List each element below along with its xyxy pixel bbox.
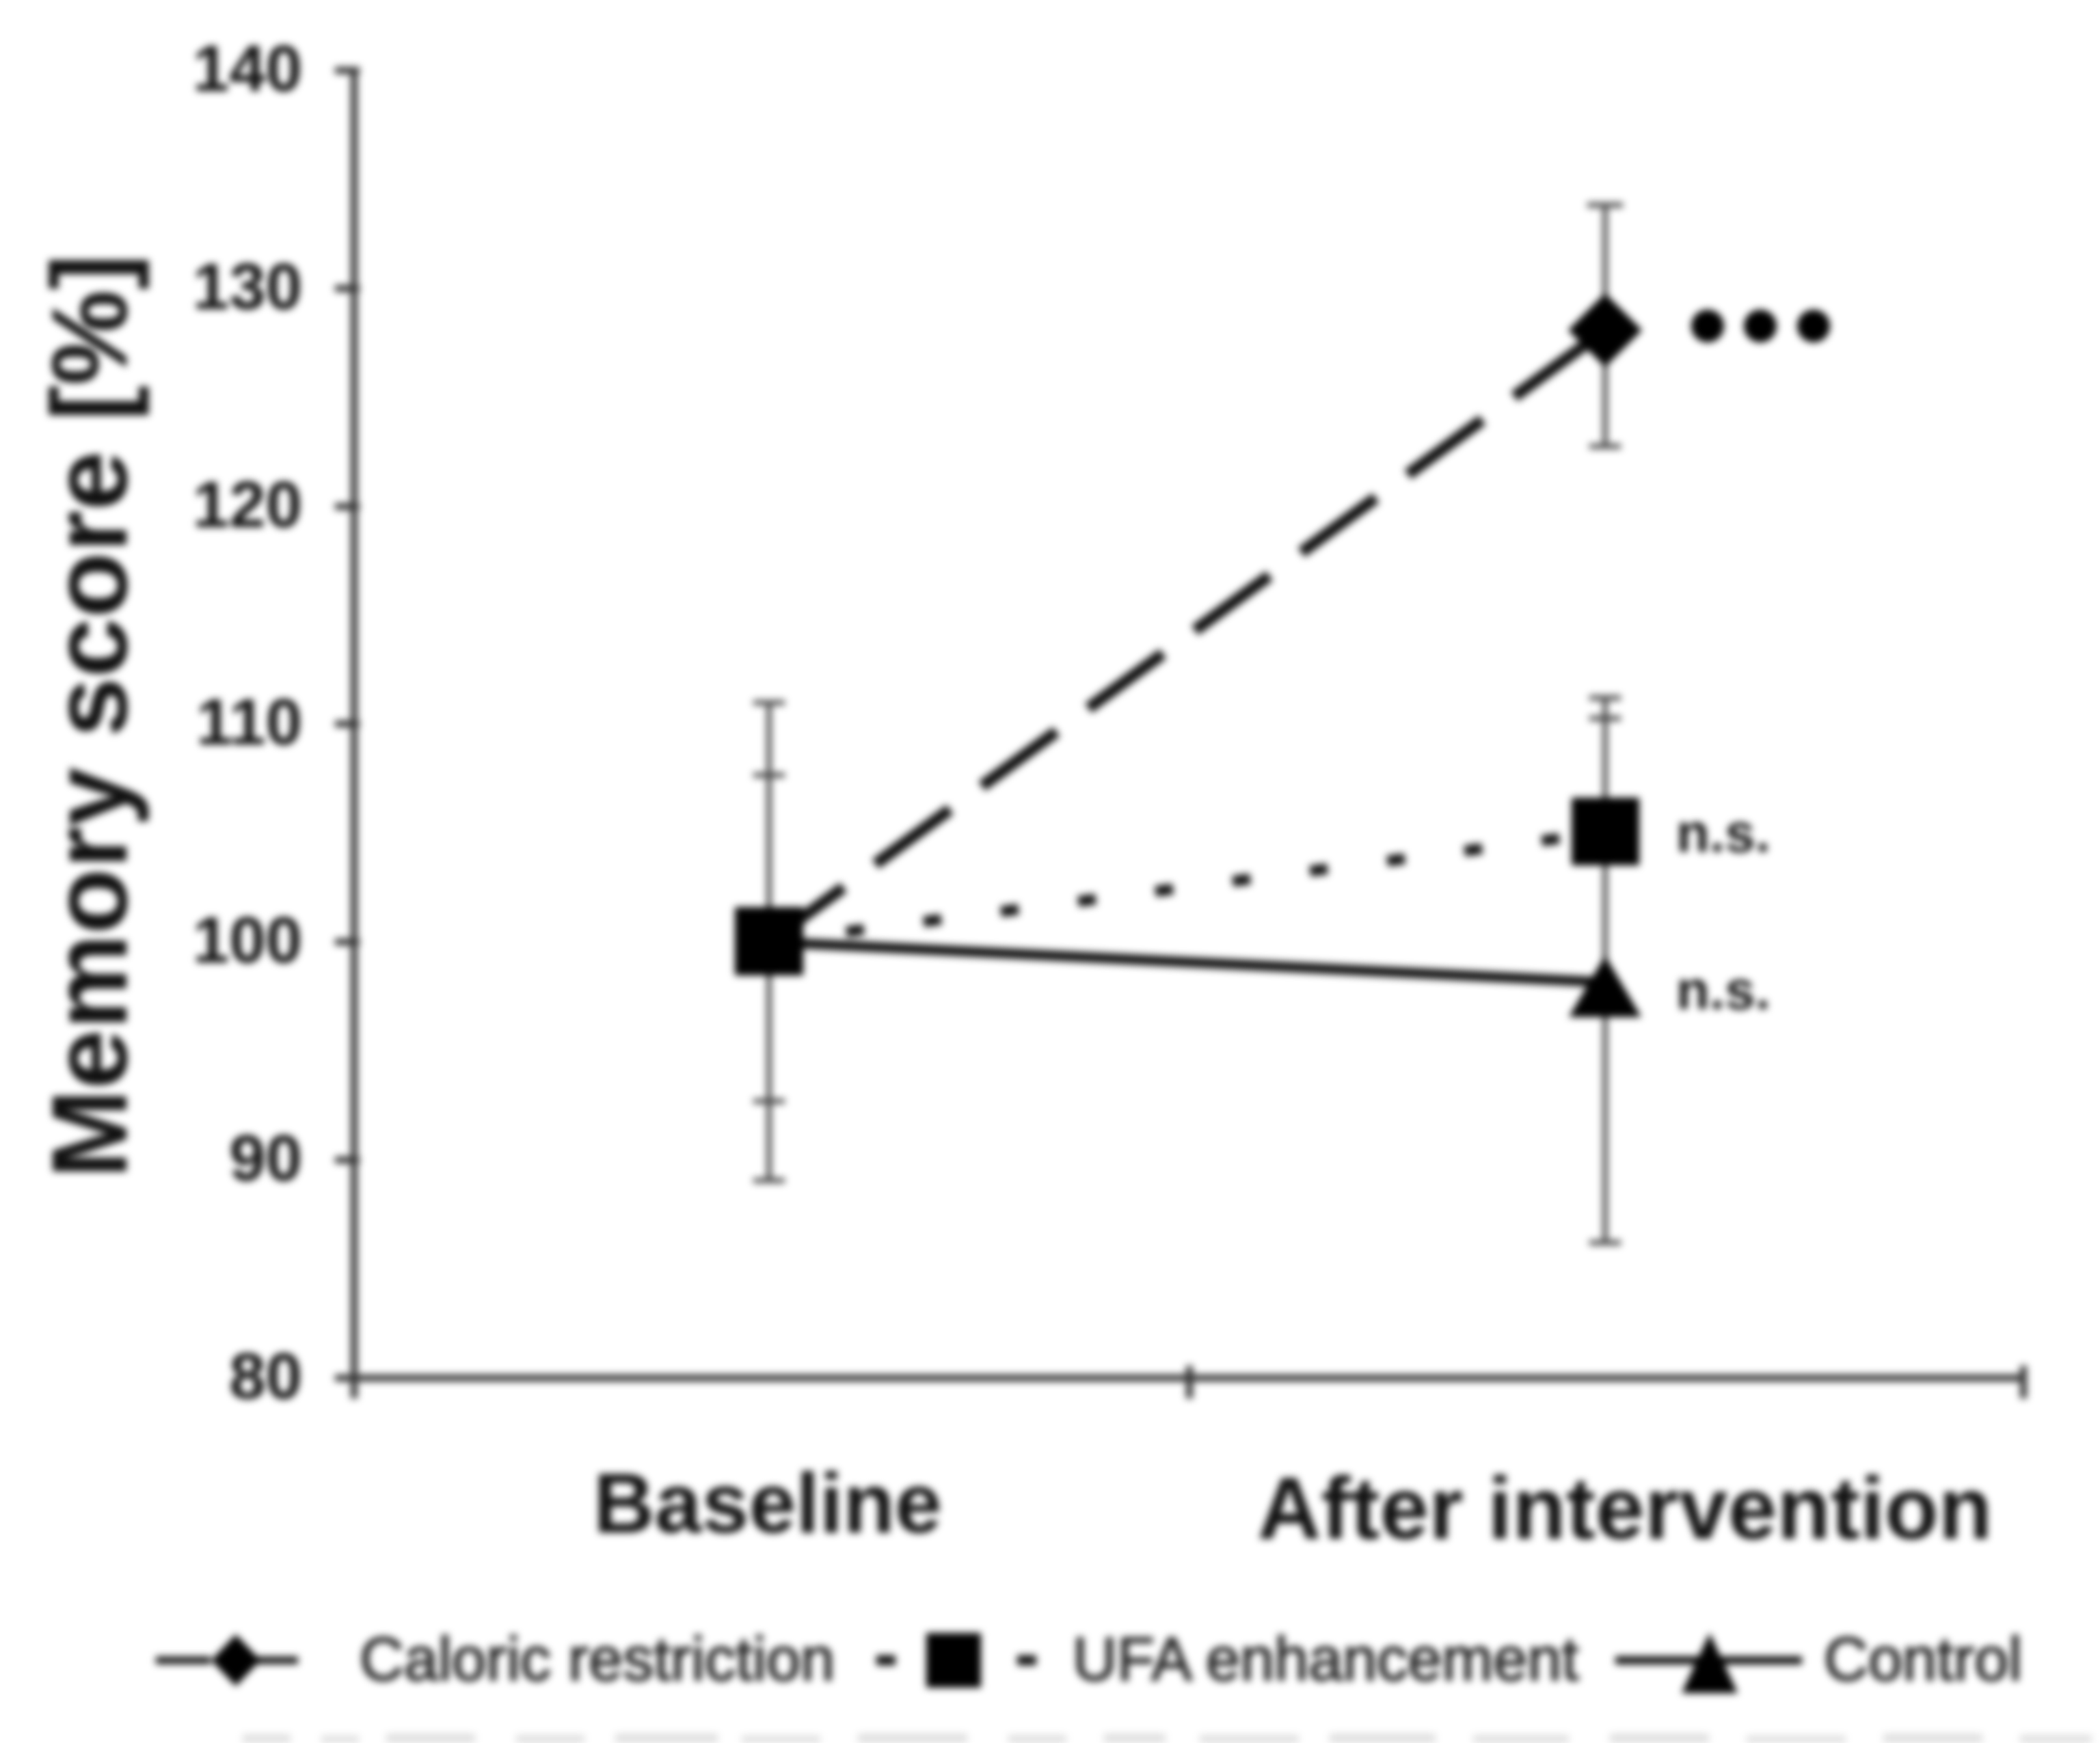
svg-text:120: 120 xyxy=(193,468,302,541)
svg-text:UFA enhancement: UFA enhancement xyxy=(1073,1625,1578,1694)
svg-text:Memory score [%]: Memory score [%] xyxy=(30,254,150,1178)
svg-text:130: 130 xyxy=(193,250,302,323)
svg-text:Baseline: Baseline xyxy=(593,1457,942,1551)
svg-text:Caloric restriction: Caloric restriction xyxy=(360,1625,835,1694)
svg-text:140: 140 xyxy=(193,32,302,105)
svg-text:80: 80 xyxy=(229,1340,302,1413)
svg-text:After intervention: After intervention xyxy=(1257,1459,1992,1558)
svg-text:100: 100 xyxy=(193,904,302,977)
svg-text:n.s.: n.s. xyxy=(1676,960,1771,1021)
svg-text:90: 90 xyxy=(229,1122,302,1195)
svg-text:n.s.: n.s. xyxy=(1676,802,1771,863)
svg-text:110: 110 xyxy=(196,686,302,759)
svg-text:Control: Control xyxy=(1824,1625,2022,1694)
